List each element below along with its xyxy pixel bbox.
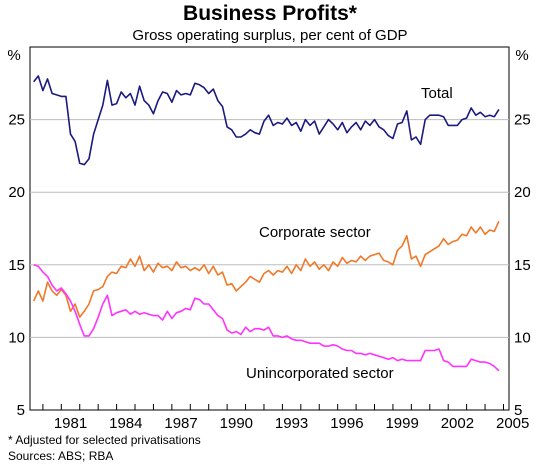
x-tick-label: 1990 xyxy=(220,415,253,432)
sources-note: Sources: ABS; RBA xyxy=(8,449,114,463)
chart-title: Business Profits* xyxy=(183,2,357,25)
series-line-2 xyxy=(33,264,500,372)
y-tick-label-right: 25 xyxy=(514,112,531,129)
footnote: * Adjusted for selected privatisations xyxy=(8,433,201,447)
series-label-total: Total xyxy=(421,85,453,102)
x-tick-label: 1987 xyxy=(164,415,197,432)
y-tick-label-left: 25 xyxy=(8,112,25,129)
y-tick-label-right: 20 xyxy=(514,184,531,201)
x-tick-label: 1999 xyxy=(385,415,418,432)
x-tick-label: 1981 xyxy=(54,415,87,432)
y-tick-label-right: 5 xyxy=(514,402,522,419)
axis-labels: 5 5 10 10 15 15 20 20 25 25 1981 1984 1987 1990 1993 19… xyxy=(8,112,530,432)
plot-frame xyxy=(29,46,510,411)
y-tick-label-left: 15 xyxy=(8,257,25,274)
y-tick-label-right: 15 xyxy=(514,257,531,274)
series-lines xyxy=(32,75,500,372)
gridlines xyxy=(30,119,509,338)
series-label-corporate: Corporate sector xyxy=(259,224,371,241)
x-tick-label: 1996 xyxy=(330,415,363,432)
series-line-1 xyxy=(32,220,500,318)
x-tick-label: 2005 xyxy=(496,415,529,432)
x-tick-label: 2002 xyxy=(441,415,474,432)
chart-subtitle: Gross operating surplus, per cent of GDP xyxy=(132,27,408,44)
y-tick-label-left: 10 xyxy=(8,329,25,346)
x-tick-label: 1984 xyxy=(109,415,142,432)
y-tick-label-right: 10 xyxy=(514,329,531,346)
y-tick-label-left: 20 xyxy=(8,184,25,201)
series-label-unincorporated: Unincorporated sector xyxy=(246,365,394,382)
y-tick-label-left: 5 xyxy=(17,402,25,419)
x-tick-label: 1993 xyxy=(275,415,308,432)
axis-ticks xyxy=(42,404,504,410)
series-line-0 xyxy=(33,75,500,166)
y-unit-right: % xyxy=(515,47,528,64)
y-unit-left: % xyxy=(7,47,20,64)
